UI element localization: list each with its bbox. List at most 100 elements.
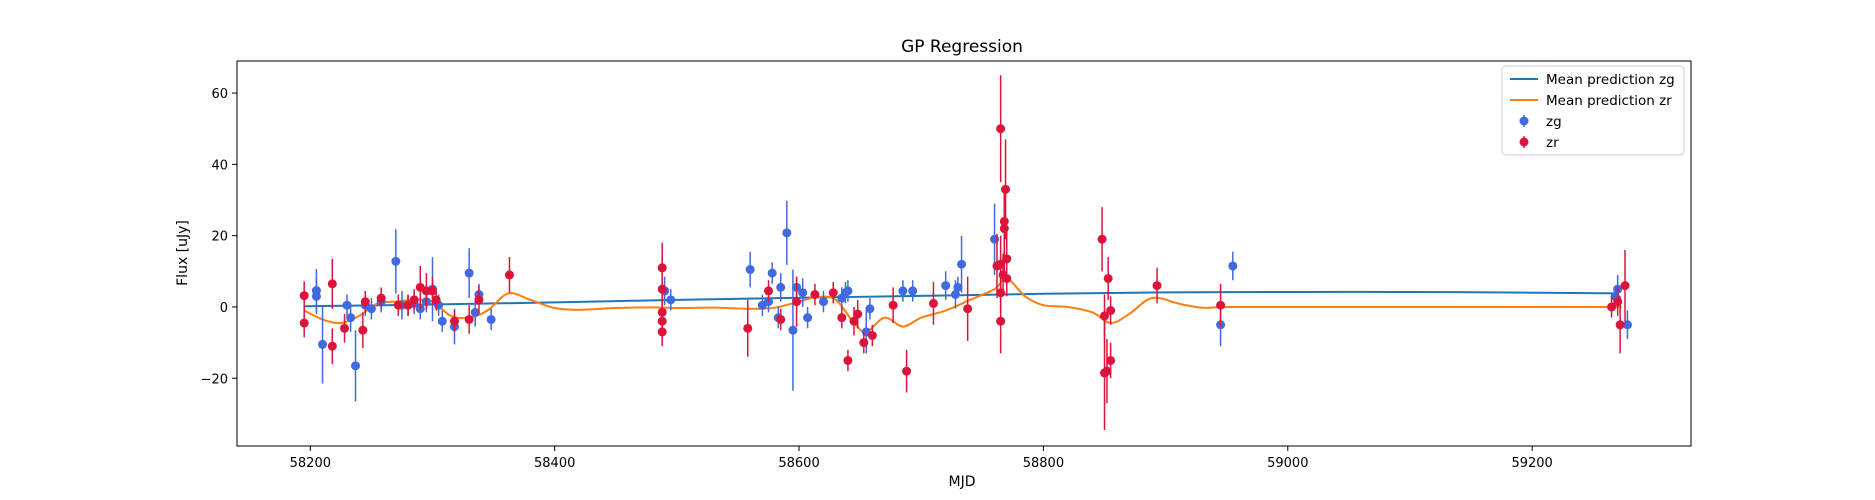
point-zg-25 bbox=[745, 251, 755, 288]
point-zg-50 bbox=[1228, 251, 1238, 281]
point-zr-59 bbox=[1216, 283, 1226, 327]
point-zr-38 bbox=[928, 282, 938, 325]
point-zg-44 bbox=[941, 271, 951, 300]
line-mean-prediction-zr bbox=[303, 277, 1622, 334]
point-zr-5 bbox=[358, 312, 368, 348]
x-tick-label: 58800 bbox=[1023, 456, 1064, 471]
axes-frame bbox=[236, 60, 1692, 447]
legend-label-zg-line: Mean prediction zg bbox=[1546, 72, 1675, 88]
point-zr-24 bbox=[743, 299, 753, 357]
y-tick-label: 40 bbox=[211, 158, 228, 173]
point-zg-2 bbox=[318, 305, 328, 384]
point-zr-2 bbox=[327, 258, 337, 309]
x-tick-label: 59200 bbox=[1511, 456, 1552, 471]
point-zr-51 bbox=[1097, 207, 1107, 272]
point-zg-46 bbox=[953, 276, 963, 299]
point-zr-31 bbox=[843, 349, 853, 372]
point-zr-30 bbox=[837, 306, 847, 329]
legend-label-zr-line: Mean prediction zr bbox=[1546, 93, 1672, 109]
point-zg-35 bbox=[803, 306, 813, 329]
point-zg-5 bbox=[351, 330, 361, 402]
point-zg-53 bbox=[1622, 310, 1632, 340]
point-zr-54 bbox=[1102, 339, 1112, 404]
legend-label-zr-points: zr bbox=[1546, 135, 1559, 151]
x-axis: 58200 58400 58600 58800 59000 59200 bbox=[290, 446, 1553, 471]
point-zr-44 bbox=[996, 289, 1006, 354]
point-zr-50 bbox=[1002, 260, 1012, 297]
point-zg-36 bbox=[818, 290, 828, 313]
point-zg-28 bbox=[767, 262, 777, 284]
point-zr-17 bbox=[474, 285, 484, 315]
point-zg-20 bbox=[470, 298, 480, 327]
y-axis: −20 0 20 40 60 bbox=[201, 87, 237, 387]
point-zr-23 bbox=[657, 317, 667, 347]
y-axis-label: Flux [uJy] bbox=[175, 220, 191, 286]
y-tick-label: −20 bbox=[201, 372, 228, 387]
point-zr-36 bbox=[888, 287, 898, 324]
point-zg-39 bbox=[843, 280, 853, 302]
point-zr-16 bbox=[464, 305, 474, 334]
point-zr-25 bbox=[764, 280, 774, 302]
x-axis-label: MJD bbox=[949, 474, 976, 490]
point-zr-35 bbox=[867, 324, 877, 347]
point-zg-34 bbox=[798, 278, 808, 307]
x-tick-label: 59000 bbox=[1267, 456, 1308, 471]
point-zr-1 bbox=[299, 308, 309, 338]
y-tick-label: 20 bbox=[211, 230, 228, 245]
point-zg-22 bbox=[486, 308, 496, 331]
point-zr-39 bbox=[963, 276, 973, 341]
point-zr-18 bbox=[504, 257, 514, 293]
point-zg-43 bbox=[908, 280, 918, 302]
point-zr-41 bbox=[996, 75, 1006, 183]
legend-box bbox=[1501, 65, 1685, 156]
point-zr-48 bbox=[1001, 139, 1011, 240]
legend-swatch-zg-points bbox=[1519, 115, 1529, 127]
point-zg-31 bbox=[782, 200, 792, 265]
point-zg-24 bbox=[666, 289, 676, 311]
point-zg-17 bbox=[437, 310, 447, 332]
point-zr-60 bbox=[1607, 296, 1617, 318]
point-zr-62 bbox=[1615, 296, 1625, 354]
point-zr-55 bbox=[1103, 257, 1113, 300]
y-tick-label: 60 bbox=[211, 87, 228, 102]
point-zr-14 bbox=[431, 289, 441, 311]
point-zr-27 bbox=[792, 276, 802, 327]
point-zr-57 bbox=[1106, 342, 1116, 379]
point-zr-7 bbox=[376, 287, 386, 309]
point-zr-63 bbox=[1620, 249, 1630, 322]
point-zg-41 bbox=[865, 298, 875, 320]
point-zr-6 bbox=[360, 290, 370, 313]
legend-label-zg-points: zg bbox=[1546, 114, 1562, 130]
point-zg-42 bbox=[898, 280, 908, 302]
x-tick-label: 58200 bbox=[290, 456, 331, 471]
point-zr-37 bbox=[902, 349, 912, 393]
legend-swatch-zr-points bbox=[1519, 136, 1529, 148]
point-zg-3 bbox=[342, 294, 352, 316]
point-zg-7 bbox=[366, 298, 376, 320]
point-zr-34 bbox=[859, 331, 869, 354]
point-zg-19 bbox=[464, 248, 474, 299]
point-zr-15 bbox=[449, 310, 459, 332]
point-zr-9 bbox=[403, 294, 413, 316]
point-zr-28 bbox=[810, 283, 820, 306]
point-zr-33 bbox=[853, 299, 863, 329]
point-zr-26 bbox=[776, 308, 786, 331]
point-zr-10 bbox=[409, 289, 419, 311]
point-zr-4 bbox=[340, 314, 350, 343]
point-zr-3 bbox=[327, 328, 337, 365]
plot-area bbox=[299, 75, 1632, 430]
point-zr-58 bbox=[1152, 267, 1162, 304]
point-zg-1 bbox=[311, 278, 321, 315]
chart-title: GP Regression bbox=[901, 37, 1023, 57]
point-zr-29 bbox=[828, 282, 838, 304]
point-zg-9 bbox=[391, 229, 401, 294]
point-zr-0 bbox=[299, 281, 309, 310]
point-zg-47 bbox=[957, 235, 967, 293]
point-zg-4 bbox=[346, 303, 356, 332]
point-zr-56 bbox=[1106, 296, 1116, 325]
x-tick-label: 58400 bbox=[534, 456, 575, 471]
y-tick-label: 0 bbox=[220, 301, 228, 316]
point-zg-30 bbox=[776, 273, 786, 302]
legend: Mean prediction zg Mean prediction zr zg… bbox=[1501, 65, 1685, 156]
